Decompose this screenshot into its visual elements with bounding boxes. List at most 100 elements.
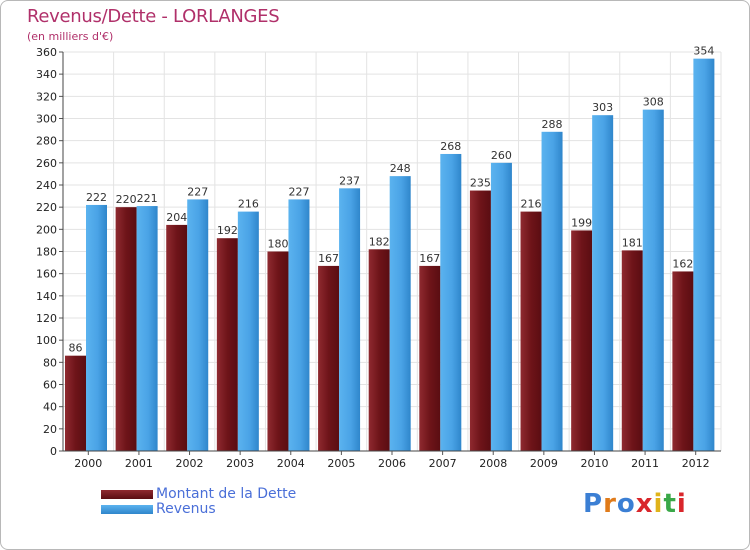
- logo-letter: i: [676, 489, 687, 519]
- bar-dette-2000: [65, 355, 86, 451]
- data-label: 167: [318, 252, 339, 265]
- data-label: 216: [238, 198, 259, 211]
- x-tick-label: 2002: [176, 457, 204, 470]
- x-tick-label: 2004: [277, 457, 305, 470]
- bar-revenus-2005: [339, 188, 361, 451]
- bar-revenus-2009: [541, 131, 563, 452]
- bar-revenus-2001: [136, 206, 158, 451]
- bar-revenus-2010: [592, 115, 614, 452]
- bar-revenus-2002: [187, 199, 209, 451]
- bar-revenus-2000: [86, 204, 107, 451]
- bar-revenus-2008: [490, 162, 512, 452]
- y-tick-label: 180: [36, 246, 57, 259]
- x-tick-label: 2000: [74, 457, 102, 470]
- x-tick-label: 2009: [530, 457, 558, 470]
- y-tick-label: 220: [36, 201, 57, 214]
- data-label: 192: [217, 224, 238, 237]
- y-tick-label: 280: [36, 135, 57, 148]
- logo-letter: i: [653, 489, 664, 519]
- logo-letter: P: [583, 489, 604, 519]
- data-label: 268: [440, 140, 461, 153]
- bar-dette-2011: [621, 250, 643, 451]
- y-tick-label: 160: [36, 268, 57, 281]
- bar-dette-2010: [571, 230, 593, 451]
- x-tick-label: 2010: [580, 457, 608, 470]
- y-tick-label: 300: [36, 113, 57, 126]
- bar-revenus-2004: [288, 199, 310, 451]
- bar-dette-2003: [216, 238, 238, 451]
- bar-dette-2002: [166, 224, 188, 451]
- data-label: 260: [491, 149, 512, 162]
- data-label: 204: [166, 211, 187, 224]
- y-tick-label: 240: [36, 179, 57, 192]
- bar-revenus-2011: [642, 109, 664, 451]
- data-label: 220: [116, 193, 137, 206]
- data-label: 227: [288, 185, 309, 198]
- bar-dette-2005: [318, 265, 340, 451]
- logo-letter: o: [616, 489, 636, 519]
- x-tick-label: 2012: [682, 457, 710, 470]
- y-tick-label: 0: [50, 445, 57, 458]
- data-label: 354: [693, 45, 714, 58]
- bar-dette-2004: [267, 251, 289, 451]
- y-tick-label: 140: [36, 290, 57, 303]
- data-label: 227: [187, 185, 208, 198]
- y-tick-label: 200: [36, 223, 57, 236]
- legend-swatch-debt: [101, 490, 153, 499]
- y-tick-label: 340: [36, 68, 57, 81]
- bar-dette-2012: [672, 271, 694, 451]
- legend-label-revenus: Revenus: [156, 501, 216, 517]
- data-label: 235: [470, 177, 491, 190]
- data-label: 199: [571, 216, 592, 229]
- data-label: 308: [643, 96, 664, 109]
- legend-swatch-revenus: [101, 505, 153, 514]
- data-label: 222: [86, 191, 107, 204]
- x-tick-label: 2005: [327, 457, 355, 470]
- bar-revenus-2007: [440, 153, 462, 451]
- y-tick-label: 100: [36, 334, 57, 347]
- bar-revenus-2003: [237, 211, 259, 451]
- legend-label-debt: Montant de la Dette: [156, 486, 297, 502]
- data-label: 303: [592, 101, 613, 114]
- data-label: 221: [137, 192, 158, 205]
- data-label: 248: [390, 162, 411, 175]
- bar-dette-2009: [520, 211, 542, 451]
- y-tick-label: 360: [36, 46, 57, 59]
- y-tick-label: 320: [36, 90, 57, 103]
- bar-dette-2001: [115, 207, 137, 451]
- chart-subtitle: (en milliers d'€): [27, 30, 114, 43]
- y-tick-label: 80: [43, 356, 57, 369]
- y-tick-label: 40: [43, 401, 57, 414]
- y-tick-label: 260: [36, 157, 57, 170]
- chart-title: Revenus/Dette - LORLANGES: [27, 6, 280, 27]
- data-label: 237: [339, 174, 360, 187]
- data-label: 162: [672, 257, 693, 270]
- axes: 0 20 40 60 80 100 120 140 160 180 200 220 240 260 280 3…: [36, 46, 721, 470]
- x-tick-label: 2008: [479, 457, 507, 470]
- bar-dette-2006: [368, 249, 390, 451]
- bar-dette-2007: [419, 265, 441, 451]
- x-tick-label: 2003: [226, 457, 254, 470]
- x-tick-label: 2007: [429, 457, 457, 470]
- bar-revenus-2012: [693, 58, 715, 452]
- logo-letter: r: [603, 489, 617, 519]
- data-label: 86: [69, 342, 83, 355]
- logo-letter: t: [663, 489, 677, 519]
- data-label: 216: [521, 198, 542, 211]
- bar-dette-2008: [469, 190, 491, 451]
- data-labels: 86 220 204 192 180 167 182 167 235 216 199 181 162 22…: [69, 45, 715, 355]
- data-label: 180: [267, 238, 288, 251]
- logo-letter: x: [635, 489, 654, 519]
- y-tick-label: 60: [43, 379, 57, 392]
- data-label: 182: [369, 235, 390, 248]
- y-tick-label: 20: [43, 423, 57, 436]
- bar-revenus-2006: [389, 176, 411, 451]
- proxiti-logo: Proxiti: [583, 489, 687, 519]
- data-label: 288: [542, 118, 563, 131]
- x-tick-label: 2001: [125, 457, 153, 470]
- bars: [65, 58, 715, 452]
- x-tick-label: 2011: [631, 457, 659, 470]
- data-label: 167: [419, 252, 440, 265]
